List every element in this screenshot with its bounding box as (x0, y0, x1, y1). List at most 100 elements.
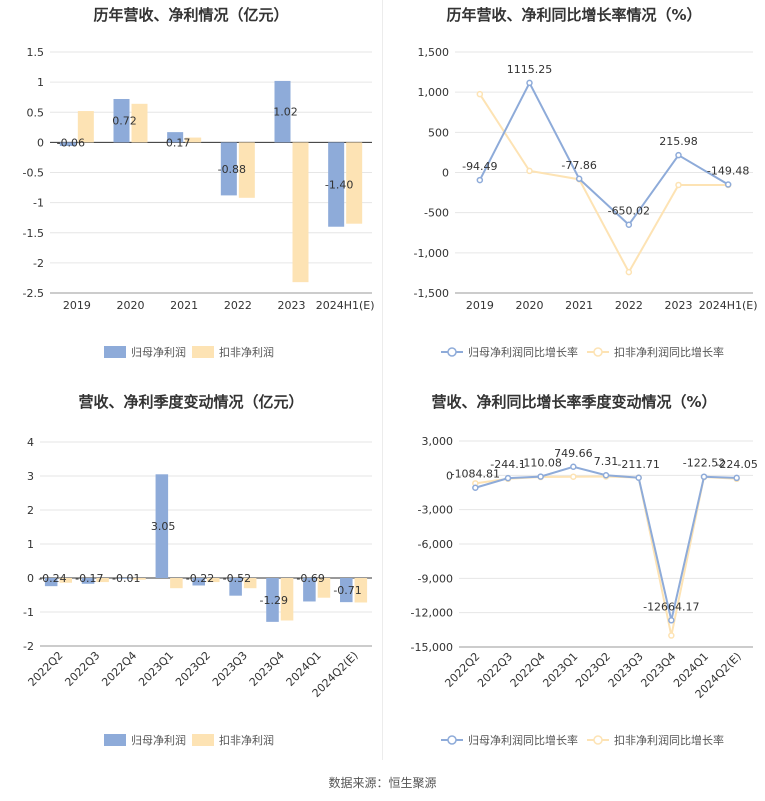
data-point (570, 463, 577, 471)
y-tick-label: -1,000 (414, 247, 449, 260)
data-label: 215.98 (659, 135, 698, 148)
y-tick-label: -0.5 (23, 167, 44, 180)
data-label: -650.02 (608, 205, 650, 218)
legend-label: 归母净利润 (131, 733, 186, 747)
chart-annual-growth: 历年营收、净利同比增长率情况（%） 1,500 1,000 500 0 -500 -1,00… (414, 6, 758, 359)
bar (170, 578, 183, 589)
data-label: -110.08 (519, 457, 561, 470)
y-tick-label: -1,500 (414, 287, 449, 300)
series-line (478, 80, 729, 227)
data-label: -0.01 (112, 572, 140, 585)
data-point (504, 474, 512, 482)
bar (59, 142, 76, 146)
bar (207, 578, 220, 583)
data-label: -122.52 (683, 457, 725, 470)
bar (113, 98, 130, 143)
chart-title: 营收、净利季度变动情况（亿元） (78, 393, 303, 411)
data-label: -211.71 (617, 458, 659, 471)
y-tick-label: -2.5 (23, 287, 44, 300)
x-tick-label: 2022Q2 (26, 649, 66, 689)
y-tick-label: -6,000 (418, 538, 453, 551)
x-tick-label: 2023 (665, 299, 693, 312)
x-tick-label: 2023Q2 (173, 649, 213, 689)
bar (274, 80, 291, 143)
legend-marker (593, 347, 603, 357)
data-label: 3.05 (151, 520, 176, 533)
x-tick-label: 2020 (516, 299, 544, 312)
data-label: 0.72 (112, 115, 137, 128)
data-point (476, 90, 484, 98)
data-label: -0.24 (38, 572, 66, 585)
data-label: -1084.81 (451, 468, 500, 481)
bar (44, 578, 58, 587)
x-tick-label: 2023 (278, 299, 306, 312)
legend-swatch (192, 734, 214, 746)
data-point (602, 471, 610, 479)
data-label: -0.69 (296, 572, 324, 585)
data-label: -1.29 (260, 594, 288, 607)
x-tick-label: 2019 (63, 299, 91, 312)
data-point (570, 473, 577, 480)
x-tick-label: 2022 (615, 299, 643, 312)
data-label: -0.06 (57, 136, 85, 149)
bar (229, 578, 242, 596)
legend-label: 归母净利润 (131, 345, 186, 359)
legend-swatch (104, 734, 126, 746)
data-point (668, 632, 675, 639)
bar (96, 578, 109, 583)
chart-title: 历年营收、净利同比增长率情况（%） (446, 6, 701, 24)
data-point (675, 181, 682, 189)
y-tick-label: -2 (23, 640, 34, 653)
y-tick-label: 0 (446, 469, 453, 482)
data-point (575, 175, 583, 183)
y-tick-label: -12,000 (411, 607, 453, 620)
y-tick-label: -2 (33, 257, 44, 270)
bar (243, 578, 257, 589)
bar (192, 578, 205, 586)
bar (266, 578, 279, 622)
y-tick-label: 2 (27, 504, 34, 517)
legend-marker (447, 735, 457, 745)
data-point (635, 474, 642, 482)
data-label: -0.22 (186, 572, 214, 585)
bar (155, 474, 169, 578)
data-point (526, 79, 533, 87)
data-point (625, 268, 633, 276)
data-label: 1115.25 (507, 63, 553, 76)
x-tick-label: 2022Q4 (508, 650, 548, 690)
data-label: -12664.17 (643, 600, 699, 613)
bar (131, 103, 148, 143)
data-label: -0.52 (223, 572, 251, 585)
y-tick-label: 4 (27, 436, 34, 449)
bar (340, 578, 353, 603)
data-label: 0.17 (166, 136, 191, 149)
x-tick-label: 2022Q4 (99, 649, 139, 689)
data-point (472, 484, 479, 491)
bar (167, 132, 184, 143)
chart-quarterly-profit: 营收、净利季度变动情况（亿元） 4 3 2 1 0 -1 -22022Q22022Q32022… (23, 393, 372, 747)
legend-label: 归母净利润同比增长率 (468, 345, 578, 359)
y-tick-label: 1 (27, 538, 34, 551)
x-tick-label: 2019 (466, 299, 494, 312)
y-tick-label: -3,000 (418, 504, 453, 517)
data-point (724, 181, 732, 188)
y-tick-label: -1 (23, 606, 34, 619)
data-source-footer: 数据来源：恒生聚源 (328, 776, 437, 790)
x-tick-label: 2021 (170, 299, 198, 312)
y-tick-label: -500 (424, 207, 449, 220)
bar (238, 142, 255, 198)
chart-annual-profit: 历年营收、净利情况（亿元） 1.5 1 0.5 0 -0.5 -1 -1.5 -2 -2.5 201… (23, 6, 375, 359)
data-label: -149.48 (707, 165, 749, 178)
data-label: -244.1 (490, 458, 525, 471)
data-point (675, 151, 682, 159)
data-label: 749.66 (554, 447, 593, 460)
x-tick-label: 2023Q1 (540, 650, 580, 690)
y-tick-label: -15,000 (411, 641, 453, 654)
x-tick-label: 2021 (565, 299, 593, 312)
bar (354, 578, 368, 603)
legend-label: 扣非净利润同比增长率 (614, 345, 724, 359)
data-label: -224.05 (715, 458, 757, 471)
y-tick-label: 500 (428, 126, 449, 139)
y-tick-label: -9,000 (418, 572, 453, 585)
x-tick-label: 2022Q3 (62, 649, 102, 689)
